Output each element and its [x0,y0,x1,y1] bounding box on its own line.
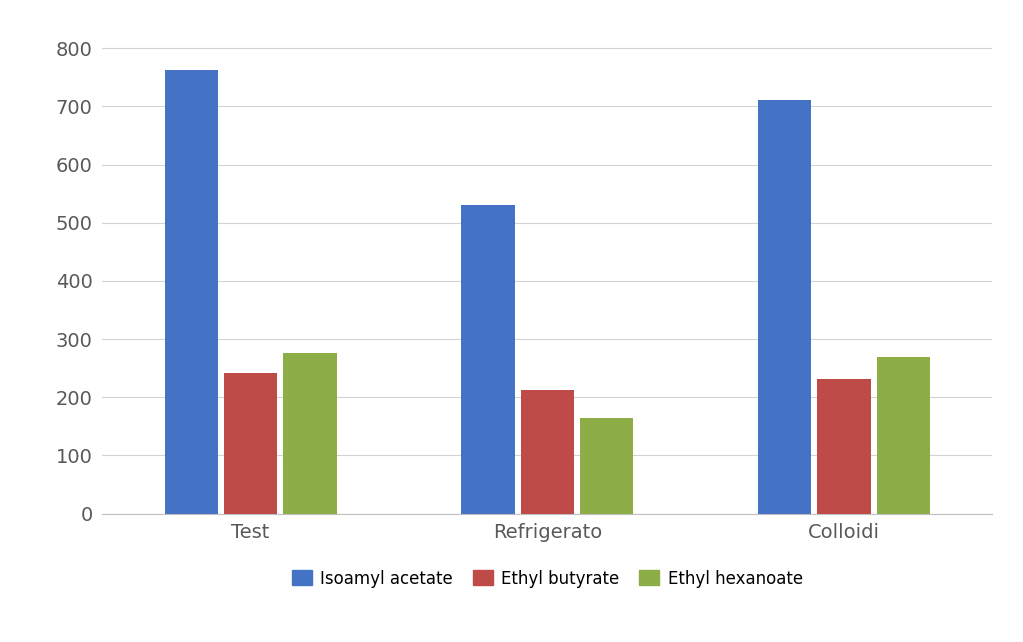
Bar [165,71,218,514]
Bar [461,205,515,514]
Bar [283,352,337,514]
Bar [224,373,277,514]
Bar [521,390,574,514]
Bar [580,418,633,514]
Legend: Isoamyl acetate, Ethyl butyrate, Ethyl hexanoate: Isoamyl acetate, Ethyl butyrate, Ethyl h… [285,563,809,594]
Bar [817,379,871,514]
Bar [758,100,811,514]
Bar [877,357,930,514]
